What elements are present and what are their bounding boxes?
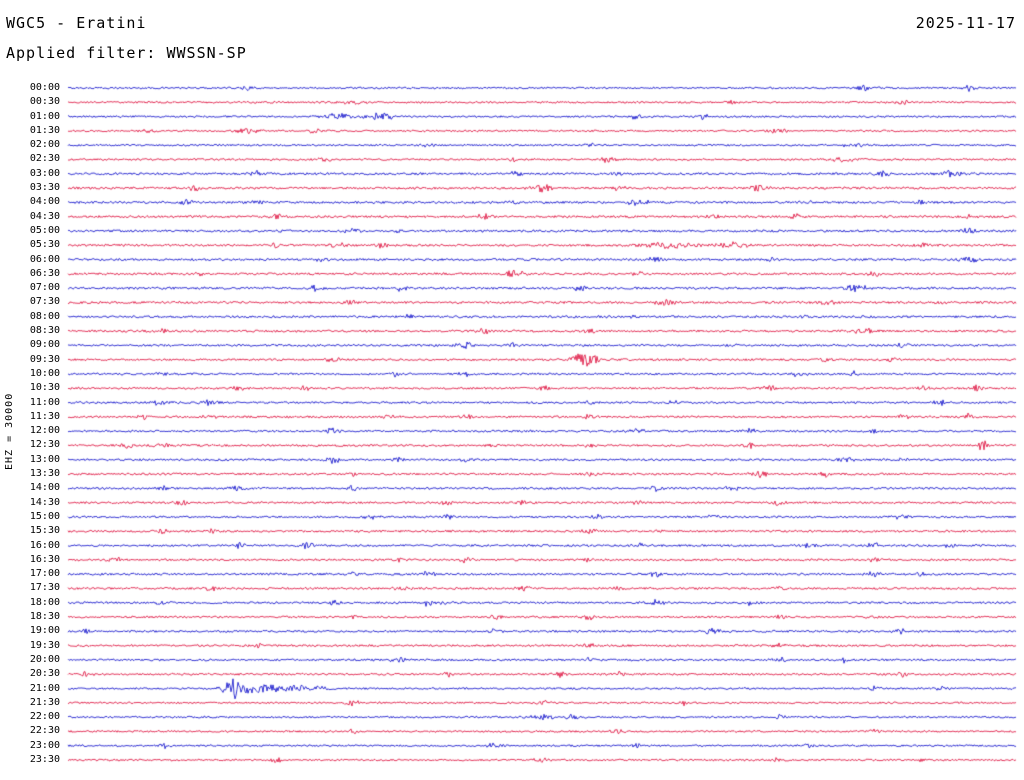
trace-time-label: 06:30 — [29, 267, 60, 279]
trace-time-label: 03:00 — [29, 167, 60, 179]
trace-time-label: 15:30 — [29, 525, 60, 537]
trace-time-label: 17:00 — [29, 568, 60, 580]
trace-time-label: 16:00 — [29, 539, 60, 551]
trace-time-label: 08:30 — [29, 325, 60, 337]
trace-time-label: 23:00 — [29, 739, 60, 751]
trace-time-label: 17:30 — [29, 582, 60, 594]
trace-time-label: 05:00 — [29, 224, 60, 236]
trace-time-label: 18:00 — [29, 596, 60, 608]
trace-time-label: 20:00 — [29, 653, 60, 665]
date-label: 2025-11-17 — [915, 14, 1016, 32]
trace-time-label: 14:00 — [29, 482, 60, 494]
station-title: WGC5 - Eratini — [6, 14, 147, 32]
trace-time-label: 13:30 — [29, 468, 60, 480]
trace-time-label: 22:00 — [29, 711, 60, 723]
trace-time-label: 16:30 — [29, 553, 60, 565]
trace-time-label: 09:00 — [29, 339, 60, 351]
trace-time-label: 10:00 — [29, 367, 60, 379]
trace-time-label: 22:30 — [29, 725, 60, 737]
trace-time-label: 03:30 — [29, 182, 60, 194]
trace-time-label: 20:30 — [29, 668, 60, 680]
trace-time-label: 11:00 — [29, 396, 60, 408]
trace-time-label: 04:30 — [29, 210, 60, 222]
trace-time-label: 19:00 — [29, 625, 60, 637]
trace-time-label: 12:00 — [29, 425, 60, 437]
trace-time-label: 00:00 — [29, 82, 60, 93]
trace-time-label: 23:30 — [29, 754, 60, 765]
trace-time-label: 12:30 — [29, 439, 60, 451]
trace-time-label: 05:30 — [29, 239, 60, 251]
trace-time-label: 04:00 — [29, 196, 60, 208]
trace-time-label: 21:00 — [29, 682, 60, 694]
trace-time-label: 00:30 — [29, 96, 60, 108]
trace-time-label: 02:00 — [29, 139, 60, 151]
trace-time-label: 10:30 — [29, 382, 60, 394]
trace-time-label: 14:30 — [29, 496, 60, 508]
trace-time-label: 13:00 — [29, 453, 60, 465]
trace-time-label: 21:30 — [29, 696, 60, 708]
trace-time-label: 19:30 — [29, 639, 60, 651]
trace-time-label: 07:00 — [29, 282, 60, 294]
trace-time-label: 07:30 — [29, 296, 60, 308]
filter-label: Applied filter: WWSSN-SP — [6, 44, 247, 62]
trace-time-label: 11:30 — [29, 410, 60, 422]
trace-time-label: 01:30 — [29, 124, 60, 136]
trace-time-label: 18:30 — [29, 611, 60, 623]
trace-time-label: 09:30 — [29, 353, 60, 365]
trace-time-label: 08:00 — [29, 310, 60, 322]
trace-time-label: 15:00 — [29, 510, 60, 522]
trace-time-label: 02:30 — [29, 153, 60, 165]
trace-time-label: 06:00 — [29, 253, 60, 265]
trace-time-label: 01:00 — [29, 110, 60, 122]
